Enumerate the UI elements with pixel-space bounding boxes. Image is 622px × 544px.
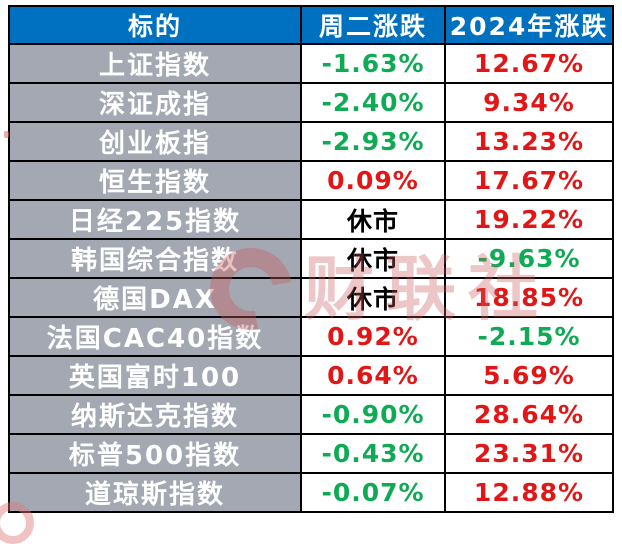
ytd-2024-change-value: -2.15% xyxy=(444,316,614,357)
tuesday-change-value: -0.90% xyxy=(300,394,446,435)
table-row: 纳斯达克指数 -0.90% 28.64% xyxy=(8,394,614,435)
table-row: 日经225指数 休市 19.22% xyxy=(8,199,614,240)
index-name: 法国CAC40指数 xyxy=(8,316,302,357)
tuesday-change-value: -1.63% xyxy=(300,43,446,84)
ytd-2024-change-value: 13.23% xyxy=(444,121,614,162)
tuesday-change-value: 0.64% xyxy=(300,355,446,396)
table-row: 上证指数 -1.63% 12.67% xyxy=(8,43,614,84)
index-name: 深证成指 xyxy=(8,82,302,123)
index-name: 德国DAX xyxy=(8,277,302,318)
index-name: 上证指数 xyxy=(8,43,302,84)
tuesday-change-value: -0.43% xyxy=(300,433,446,474)
column-header-tuesday: 周二涨跌 xyxy=(300,5,446,45)
tuesday-change-value: 休市 xyxy=(300,277,446,318)
table-row: 英国富时100 0.64% 5.69% xyxy=(8,355,614,396)
ytd-2024-change-value: 5.69% xyxy=(444,355,614,396)
table-row: 法国CAC40指数 0.92% -2.15% xyxy=(8,316,614,357)
tuesday-change-value: -2.93% xyxy=(300,121,446,162)
tuesday-change-value: 休市 xyxy=(300,238,446,279)
table-row: 道琼斯指数 -0.07% 12.88% xyxy=(8,472,614,513)
table-body: 上证指数 -1.63% 12.67% 深证成指 -2.40% 9.34% 创业板指 -2.93… xyxy=(8,43,614,513)
index-name: 韩国综合指数 xyxy=(8,238,302,279)
ytd-2024-change-value: 17.67% xyxy=(444,160,614,201)
ytd-2024-change-value: 12.67% xyxy=(444,43,614,84)
index-name: 道琼斯指数 xyxy=(8,472,302,513)
ytd-2024-change-value: 23.31% xyxy=(444,433,614,474)
ytd-2024-change-value: -9.63% xyxy=(444,238,614,279)
ytd-2024-change-value: 9.34% xyxy=(444,82,614,123)
header-row: 标的 周二涨跌 2024年涨跌 xyxy=(8,5,614,45)
ytd-2024-change-value: 12.88% xyxy=(444,472,614,513)
index-name: 英国富时100 xyxy=(8,355,302,396)
market-table-graphic: 标的 周二涨跌 2024年涨跌 上证指数 -1.63% 12.67% 深证成指 -2.4… xyxy=(0,5,614,544)
index-name: 标普500指数 xyxy=(8,433,302,474)
ytd-2024-change-value: 28.64% xyxy=(444,394,614,435)
tuesday-change-value: 0.92% xyxy=(300,316,446,357)
tuesday-change-value: -2.40% xyxy=(300,82,446,123)
market-index-table: 标的 周二涨跌 2024年涨跌 上证指数 -1.63% 12.67% 深证成指 -2.4… xyxy=(8,5,614,513)
table-row: 韩国综合指数 休市 -9.63% xyxy=(8,238,614,279)
table-row: 德国DAX 休市 18.85% xyxy=(8,277,614,318)
tuesday-change-value: 休市 xyxy=(300,199,446,240)
column-header-target: 标的 xyxy=(8,5,302,45)
index-name: 创业板指 xyxy=(8,121,302,162)
watermark-fragment-icon xyxy=(0,502,34,544)
tuesday-change-value: -0.07% xyxy=(300,472,446,513)
table-row: 创业板指 -2.93% 13.23% xyxy=(8,121,614,162)
index-name: 日经225指数 xyxy=(8,199,302,240)
ytd-2024-change-value: 19.22% xyxy=(444,199,614,240)
table-row: 标普500指数 -0.43% 23.31% xyxy=(8,433,614,474)
tuesday-change-value: 0.09% xyxy=(300,160,446,201)
column-header-2024: 2024年涨跌 xyxy=(444,5,614,45)
table-row: 深证成指 -2.40% 9.34% xyxy=(8,82,614,123)
watermark-fragment-icon xyxy=(4,131,9,138)
index-name: 纳斯达克指数 xyxy=(8,394,302,435)
ytd-2024-change-value: 18.85% xyxy=(444,277,614,318)
table-row: 恒生指数 0.09% 17.67% xyxy=(8,160,614,201)
index-name: 恒生指数 xyxy=(8,160,302,201)
